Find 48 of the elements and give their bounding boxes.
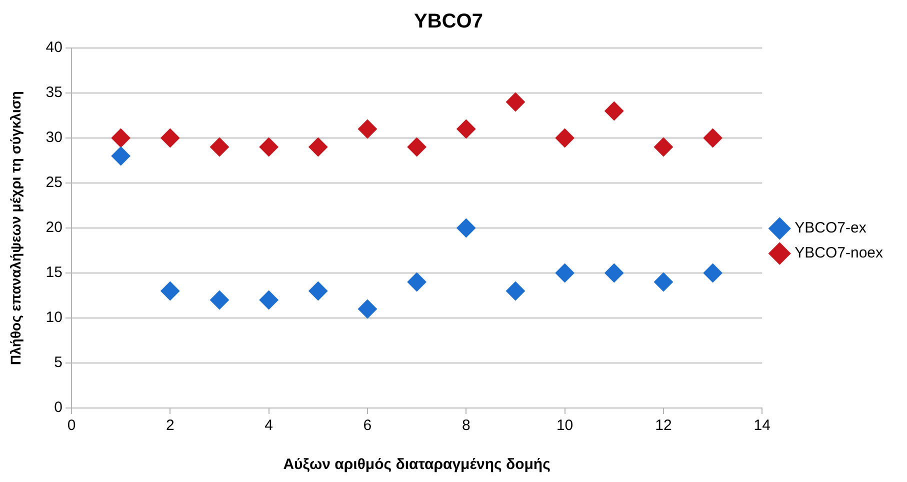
y-tick-label: 5 <box>54 354 62 372</box>
x-tick-label: 4 <box>264 417 273 434</box>
point <box>506 92 525 112</box>
y-tick-label: 20 <box>46 219 62 236</box>
point <box>308 282 328 300</box>
x-tick-label: 2 <box>166 417 174 434</box>
point <box>703 128 722 148</box>
y-tick-label: 0 <box>54 399 62 416</box>
point <box>654 138 673 156</box>
point <box>160 282 180 300</box>
point <box>604 264 624 282</box>
x-tick-label: 12 <box>655 417 672 434</box>
point <box>456 120 476 138</box>
legend-label: YBCO7-ex <box>794 220 867 237</box>
y-tick-label: 10 <box>46 309 62 326</box>
point <box>703 264 722 282</box>
y-tick-label: 40 <box>46 39 62 56</box>
x-tick-label: 0 <box>67 417 76 434</box>
point <box>555 264 574 282</box>
point <box>654 272 673 292</box>
point <box>259 290 278 310</box>
y-tick-label: 15 <box>46 264 62 282</box>
x-tick-label: 8 <box>462 417 470 434</box>
x-tick-label: 14 <box>754 417 770 434</box>
point <box>308 138 328 156</box>
x-axis-title: Αύξων αριθμός διαταραγμένης δομής <box>283 456 551 474</box>
x-tick-label: 6 <box>363 417 372 434</box>
legend-label: YBCO7-noex <box>794 244 884 262</box>
point <box>358 300 377 318</box>
point <box>506 282 525 300</box>
point <box>160 128 180 148</box>
y-axis-title: Πλήθος επαναλήψεων μέχρι τη σύγκλιση <box>7 91 24 365</box>
point <box>111 128 130 148</box>
y-tick-label: 35 <box>46 84 62 102</box>
point <box>111 146 130 166</box>
point <box>407 138 426 156</box>
y-tick-label: 25 <box>46 174 62 192</box>
x-tick-label: 10 <box>556 417 574 434</box>
point <box>407 272 426 292</box>
point <box>210 290 229 310</box>
point <box>358 120 377 138</box>
point <box>604 102 624 120</box>
point <box>259 138 278 156</box>
point <box>555 128 574 148</box>
point <box>456 218 476 238</box>
point <box>210 138 229 156</box>
y-tick-label: 30 <box>46 129 62 146</box>
chart-title: YBCO7 <box>414 10 483 33</box>
